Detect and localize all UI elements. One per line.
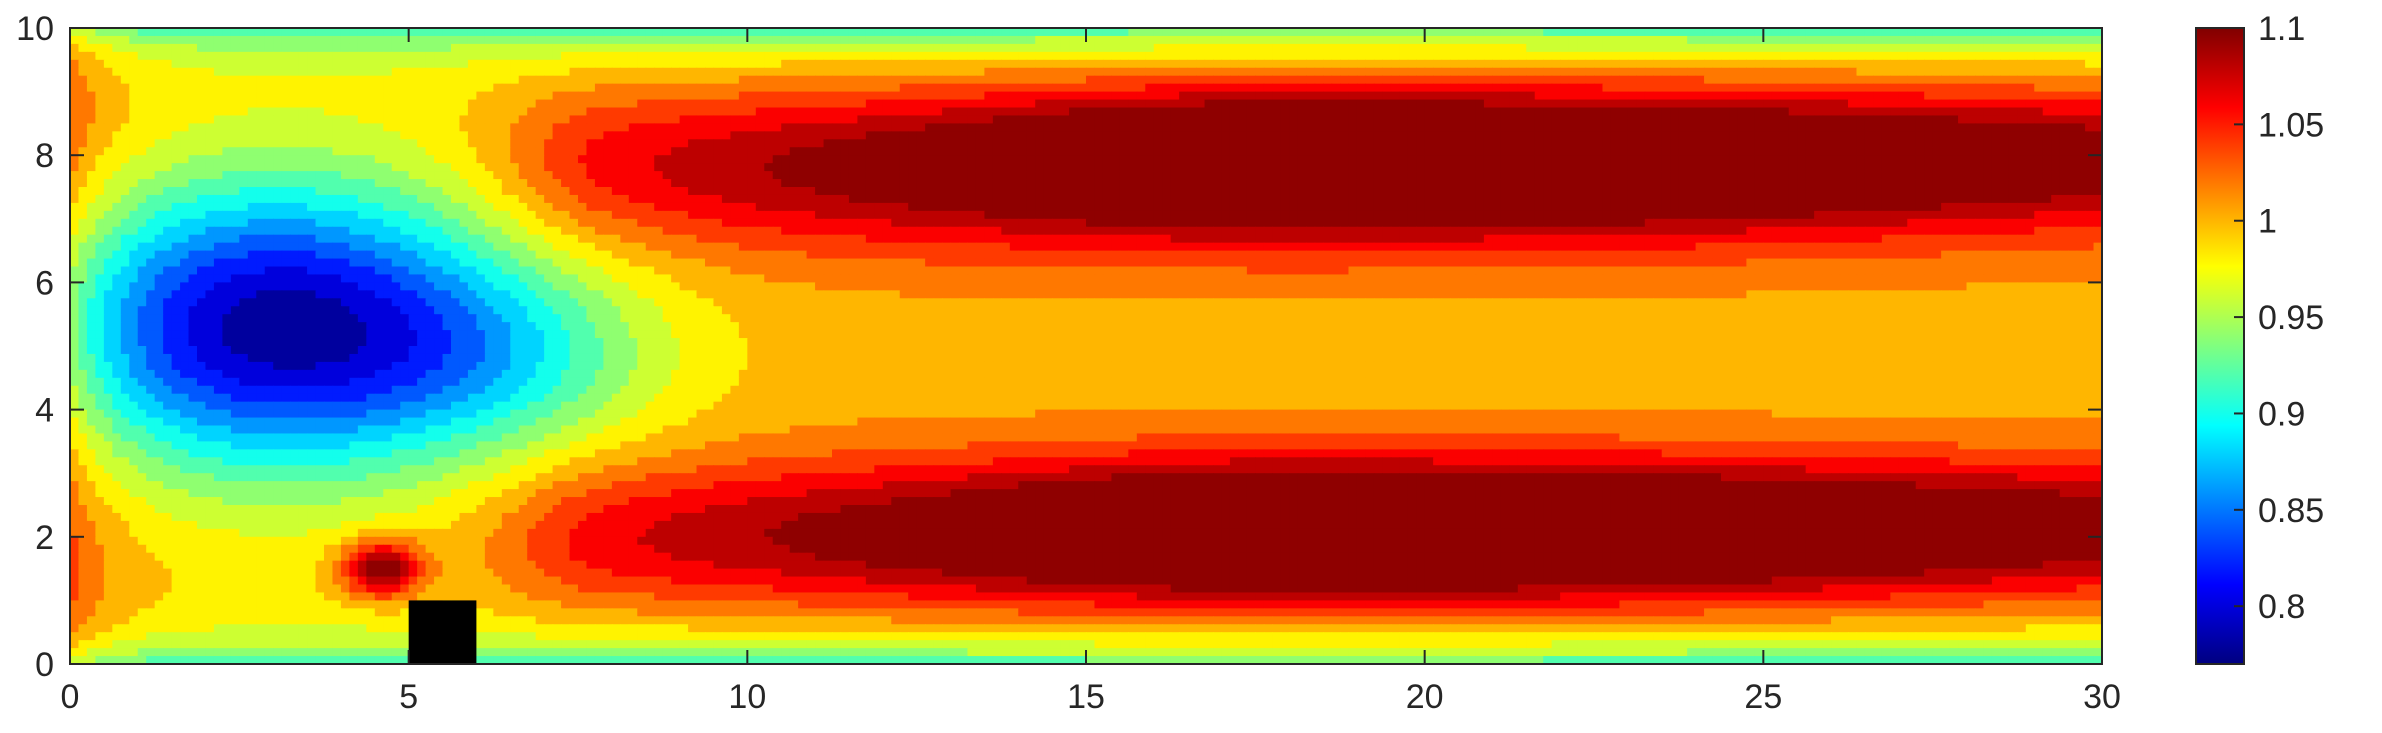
y-tick-label: 10: [16, 10, 54, 48]
colorbar-tick-label: 0.85: [2258, 492, 2324, 530]
x-tick-label: 20: [1406, 678, 1444, 716]
contour-field: [70, 28, 2103, 665]
y-tick-label: 4: [35, 392, 54, 430]
colorbar-tick-label: 1.1: [2258, 10, 2305, 48]
colorbar-tick-label: 1.05: [2258, 106, 2324, 144]
colorbar-tick-label: 0.9: [2258, 395, 2305, 433]
x-tick-label: 30: [2083, 678, 2121, 716]
x-tick-label: 15: [1067, 678, 1105, 716]
x-tick-label: 25: [1744, 678, 1782, 716]
x-tick-label: 5: [399, 678, 418, 716]
y-tick-label: 8: [35, 137, 54, 175]
y-tick-label: 2: [35, 519, 54, 557]
colorbar-tick-label: 0.95: [2258, 299, 2324, 337]
y-tick-label: 0: [35, 646, 54, 684]
obstacle-block: [409, 600, 477, 664]
colorbar-tick-label: 0.8: [2258, 588, 2305, 626]
colorbar-ticks: 0.8 0.85 0.9 0.95 1 1.05 1.1: [2234, 10, 2324, 626]
colorbar-tick-label: 1: [2258, 203, 2277, 241]
x-tick-label: 10: [728, 678, 766, 716]
x-tick-label: 0: [61, 678, 80, 716]
y-tick-label: 6: [35, 264, 54, 302]
